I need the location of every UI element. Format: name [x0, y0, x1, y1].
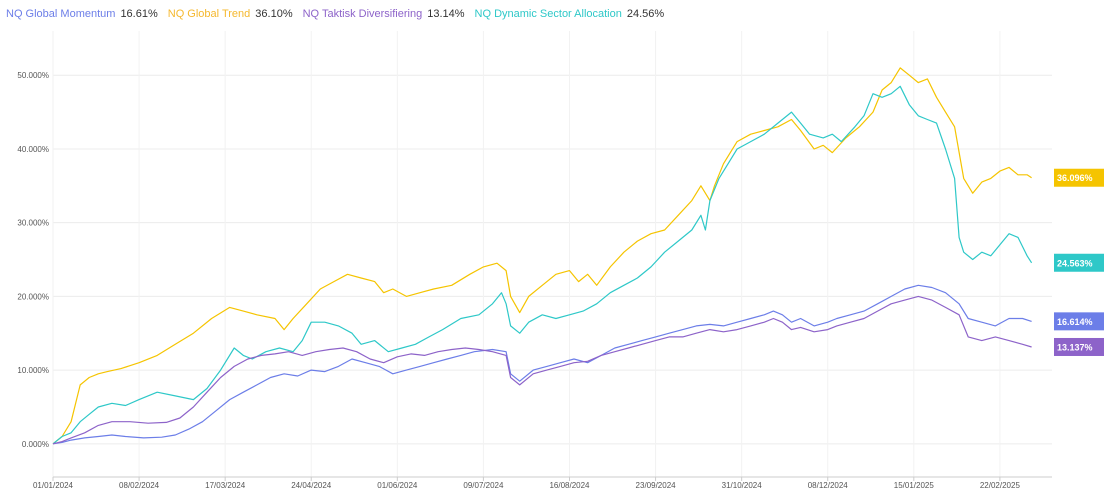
legend-value: 36.10% [255, 8, 293, 20]
x-tick-label: 15/01/2025 [894, 481, 935, 490]
end-value-label: 16.614% [1057, 317, 1093, 327]
end-value-label: 36.096% [1057, 173, 1093, 183]
x-tick-label: 24/04/2024 [291, 481, 332, 490]
y-tick-label: 30.000% [17, 219, 49, 228]
x-tick-label: 08/02/2024 [119, 481, 160, 490]
x-tick-label: 31/10/2024 [722, 481, 763, 490]
x-tick-label: 23/09/2024 [636, 481, 677, 490]
y-tick-label: 50.000% [17, 71, 49, 80]
x-tick-label: 22/02/2025 [980, 481, 1021, 490]
legend-value: 13.14% [427, 8, 465, 20]
x-tick-label: 01/01/2024 [33, 481, 74, 490]
x-tick-label: 17/03/2024 [205, 481, 246, 490]
legend-label: NQ Dynamic Sector Allocation [474, 8, 622, 20]
y-tick-label: 0.000% [22, 440, 49, 449]
legend-item-taktisk-diversifiering[interactable]: NQ Taktisk Diversifiering 13.14% [303, 8, 465, 22]
end-value-label: 13.137% [1057, 342, 1093, 352]
series-line-nq-global-trend [52, 67, 1032, 445]
legend-label: NQ Global Trend [167, 8, 251, 20]
legend-item-global-trend[interactable]: NQ Global Trend 36.10% [168, 8, 293, 22]
end-value-badge [1054, 168, 1104, 187]
x-tick-label: 08/12/2024 [808, 481, 849, 490]
y-tick-label: 10.000% [17, 366, 49, 375]
legend-item-global-momentum[interactable]: NQ Global Momentum 16.61% [6, 8, 158, 22]
x-tick-label: 01/06/2024 [377, 481, 418, 490]
end-value-badge [1054, 253, 1104, 272]
end-value-badge [1054, 312, 1104, 331]
legend-label: NQ Taktisk Diversifiering [302, 8, 423, 20]
y-tick-label: 40.000% [17, 145, 49, 154]
end-value-label: 24.563% [1057, 258, 1093, 268]
series-line-nq-taktisk-diversifiering [52, 295, 1032, 445]
legend-value: 16.61% [120, 8, 158, 20]
legend-value: 24.56% [626, 8, 665, 20]
series-line-nq-dynamic-sector-allocation [52, 85, 1033, 445]
y-tick-label: 20.000% [17, 292, 49, 301]
series-line-nq-global-momentum [52, 284, 1032, 445]
legend-label: NQ Global Momentum [6, 8, 116, 20]
end-value-badge [1054, 337, 1104, 356]
x-tick-label: 09/07/2024 [463, 481, 504, 490]
chart-legend: NQ Global Momentum 16.61% NQ Global Trend… [6, 8, 674, 22]
x-tick-label: 16/08/2024 [549, 481, 590, 490]
legend-item-dynamic-sector-allocation[interactable]: NQ Dynamic Sector Allocation 24.56% [475, 8, 665, 22]
